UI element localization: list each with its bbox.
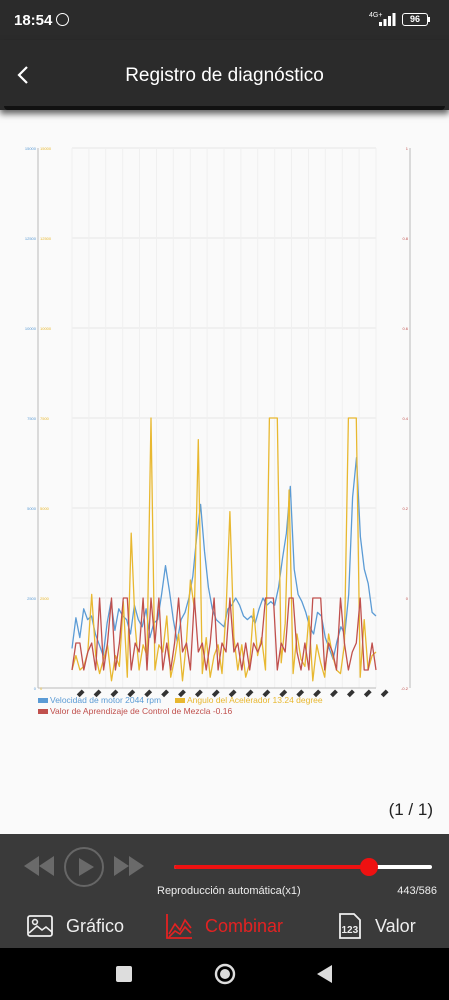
x-tick-mark: [127, 689, 136, 698]
status-time: 18:54: [14, 12, 53, 29]
legend-swatch-1: [38, 698, 48, 703]
left-tick-label-alt: 12500: [40, 236, 52, 241]
back-icon[interactable]: [313, 962, 337, 986]
signal-icon: [379, 13, 396, 26]
rewind-icon[interactable]: [22, 848, 56, 884]
slider-progress: [174, 865, 370, 869]
right-tick-label: 1: [406, 146, 409, 151]
right-tick-label: 0.2: [402, 506, 408, 511]
left-tick-label-alt: 15000: [40, 146, 52, 151]
battery-tip: [428, 17, 430, 22]
tab-combinar-label: Combinar: [205, 915, 284, 936]
x-tick-mark: [262, 689, 271, 698]
back-arrow-icon[interactable]: [16, 66, 32, 84]
app-bar: Registro de diagnóstico: [0, 40, 449, 110]
app-bar-divider: [4, 106, 445, 110]
x-tick-mark: [296, 689, 305, 698]
x-tick-mark: [144, 689, 153, 698]
page-title: Registro de diagnóstico: [125, 65, 324, 86]
legend-label-3: Valor de Aprendizaje de Control de Mezcl…: [50, 706, 232, 716]
left-tick-label-alt: 2500: [40, 596, 50, 601]
right-tick-label: 0.8: [402, 236, 408, 241]
x-tick-mark: [178, 689, 186, 698]
x-tick-mark: [363, 689, 372, 698]
system-nav-bar: [0, 948, 449, 1000]
legend-label-1: Velocidad de motor 2044 rpm: [50, 695, 161, 705]
page-indicator: (1 / 1): [388, 800, 433, 819]
playback-panel: Reproducción automática(x1) 443/586 Gráf…: [0, 834, 449, 948]
legend-swatch-3: [38, 709, 48, 714]
left-tick-label: 15000: [25, 146, 37, 151]
slider-thumb[interactable]: [360, 858, 379, 876]
left-tick-label-alt: 10000: [40, 326, 52, 331]
image-icon: [27, 915, 53, 937]
home-icon[interactable]: [213, 962, 237, 986]
x-tick-mark: [245, 689, 254, 698]
x-tick-mark: [279, 689, 288, 698]
tab-valor-label: Valor: [375, 915, 416, 936]
right-tick-label: 0.6: [402, 326, 408, 331]
whatsapp-icon: [56, 13, 69, 26]
left-tick-label-alt: 7500: [40, 416, 50, 421]
battery-icon: 96: [402, 13, 428, 26]
svg-text:123: 123: [342, 925, 359, 936]
x-tick-mark: [313, 689, 321, 698]
left-tick-label: 2500: [27, 596, 37, 601]
fast-forward-icon[interactable]: [112, 848, 146, 884]
play-button[interactable]: [64, 847, 104, 887]
chart-area: 0 0 2500 2500 5000 5000 7500 7500 10000 10000 1250…: [0, 110, 449, 834]
x-tick-mark: [194, 689, 203, 698]
left-tick-label-alt: 0: [40, 686, 43, 691]
x-tick-mark: [346, 689, 355, 698]
playback-slider[interactable]: [174, 858, 432, 876]
tab-valor[interactable]: 123 Valor: [335, 908, 416, 944]
playback-position: 443/586: [397, 885, 437, 897]
x-tick-mark: [211, 689, 220, 698]
x-tick-mark: [161, 689, 169, 698]
x-tick-mark: [93, 689, 102, 698]
right-tick-label: 0: [406, 596, 409, 601]
series-line-3: [71, 597, 377, 671]
x-tick-mark: [228, 689, 237, 698]
line-chart-icon: [166, 914, 192, 939]
left-tick-label: 10000: [25, 326, 37, 331]
x-tick-mark: [380, 689, 389, 698]
auto-play-label: Reproducción automática(x1): [157, 885, 301, 897]
left-tick-label-alt: 5000: [40, 506, 50, 511]
left-tick-label: 5000: [27, 506, 37, 511]
right-tick-label: -0.2: [401, 686, 409, 691]
x-tick-mark: [76, 689, 85, 698]
left-tick-label: 7500: [27, 416, 37, 421]
tab-combinar[interactable]: Combinar: [165, 908, 283, 944]
legend-label-2: Angulo del Acelerador 13.24 degree: [187, 695, 323, 705]
recent-apps-icon[interactable]: [112, 962, 136, 986]
x-tick-mark: [330, 689, 338, 698]
tab-grafico-label: Gráfico: [66, 915, 125, 936]
network-type-label: 4G+: [369, 12, 383, 19]
number-123-icon: 123: [339, 913, 361, 939]
play-icon: [79, 858, 94, 876]
x-tick-mark: [110, 689, 119, 698]
status-bar: 18:54 4G+ 96: [0, 0, 449, 40]
left-tick-label: 12500: [25, 236, 37, 241]
legend-swatch-2: [175, 698, 185, 703]
right-tick-label: 0.4: [402, 416, 408, 421]
tab-grafico[interactable]: Gráfico: [26, 908, 124, 944]
left-tick-label: 0: [34, 686, 37, 691]
